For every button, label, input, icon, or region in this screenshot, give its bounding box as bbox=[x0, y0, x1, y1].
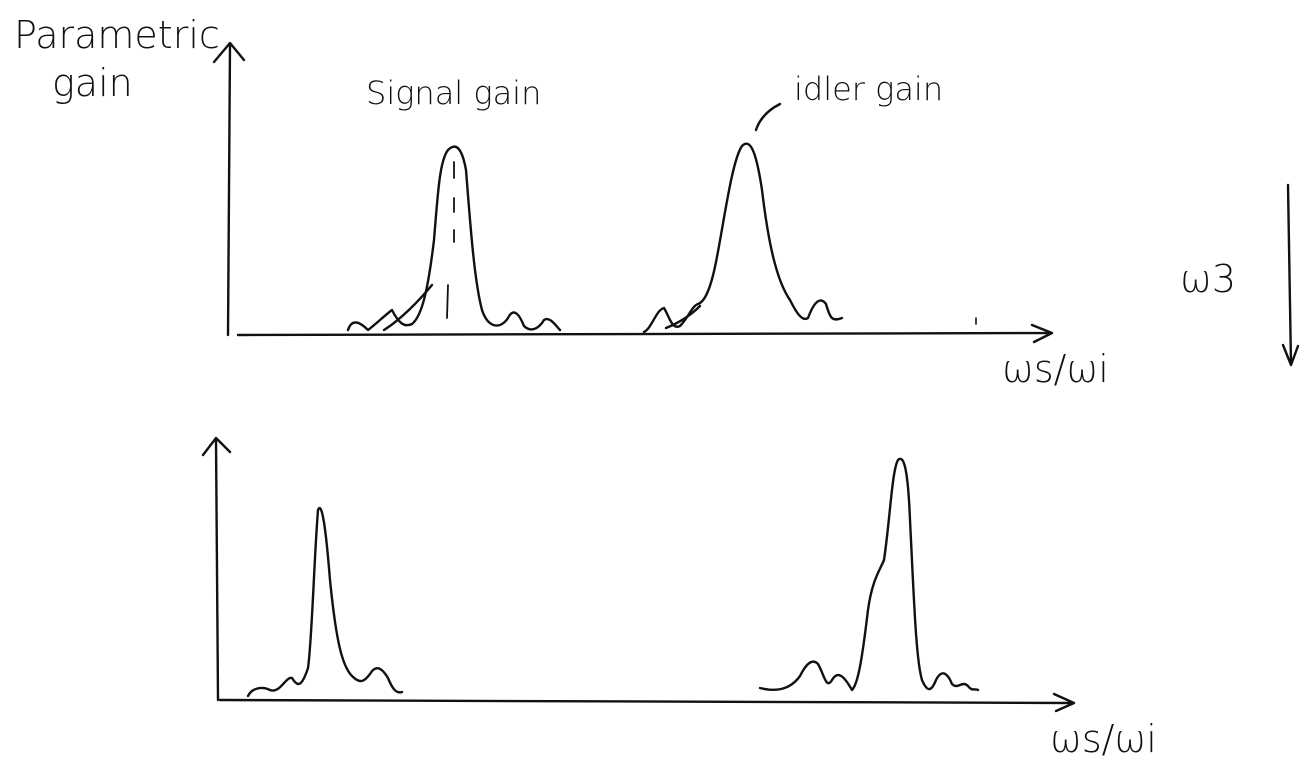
bottom-idler-peak bbox=[758, 457, 980, 692]
idler-envelope bbox=[664, 304, 702, 330]
peak-label: Signal gain bbox=[366, 74, 541, 112]
x-axis bbox=[236, 323, 1054, 344]
y-axis-label: gain bbox=[52, 61, 133, 105]
down-arrow bbox=[1281, 183, 1300, 367]
idler-peak bbox=[642, 142, 844, 334]
side-label: ω3 bbox=[1180, 257, 1236, 301]
y-axis-label: Parametric bbox=[14, 13, 220, 57]
x-axis-label: ωs/ωi bbox=[1050, 717, 1157, 761]
y-axis bbox=[201, 436, 232, 702]
idler-leader bbox=[754, 102, 782, 132]
y-axis bbox=[212, 41, 246, 337]
peak-label: idler gain bbox=[794, 70, 943, 108]
center-line bbox=[446, 161, 455, 319]
x-axis bbox=[218, 692, 1076, 713]
signal-envelope bbox=[382, 283, 434, 332]
bottom-signal-peak bbox=[246, 506, 404, 698]
x-axis-label: ωs/ωi bbox=[1002, 347, 1109, 391]
signal-peak bbox=[346, 145, 562, 332]
